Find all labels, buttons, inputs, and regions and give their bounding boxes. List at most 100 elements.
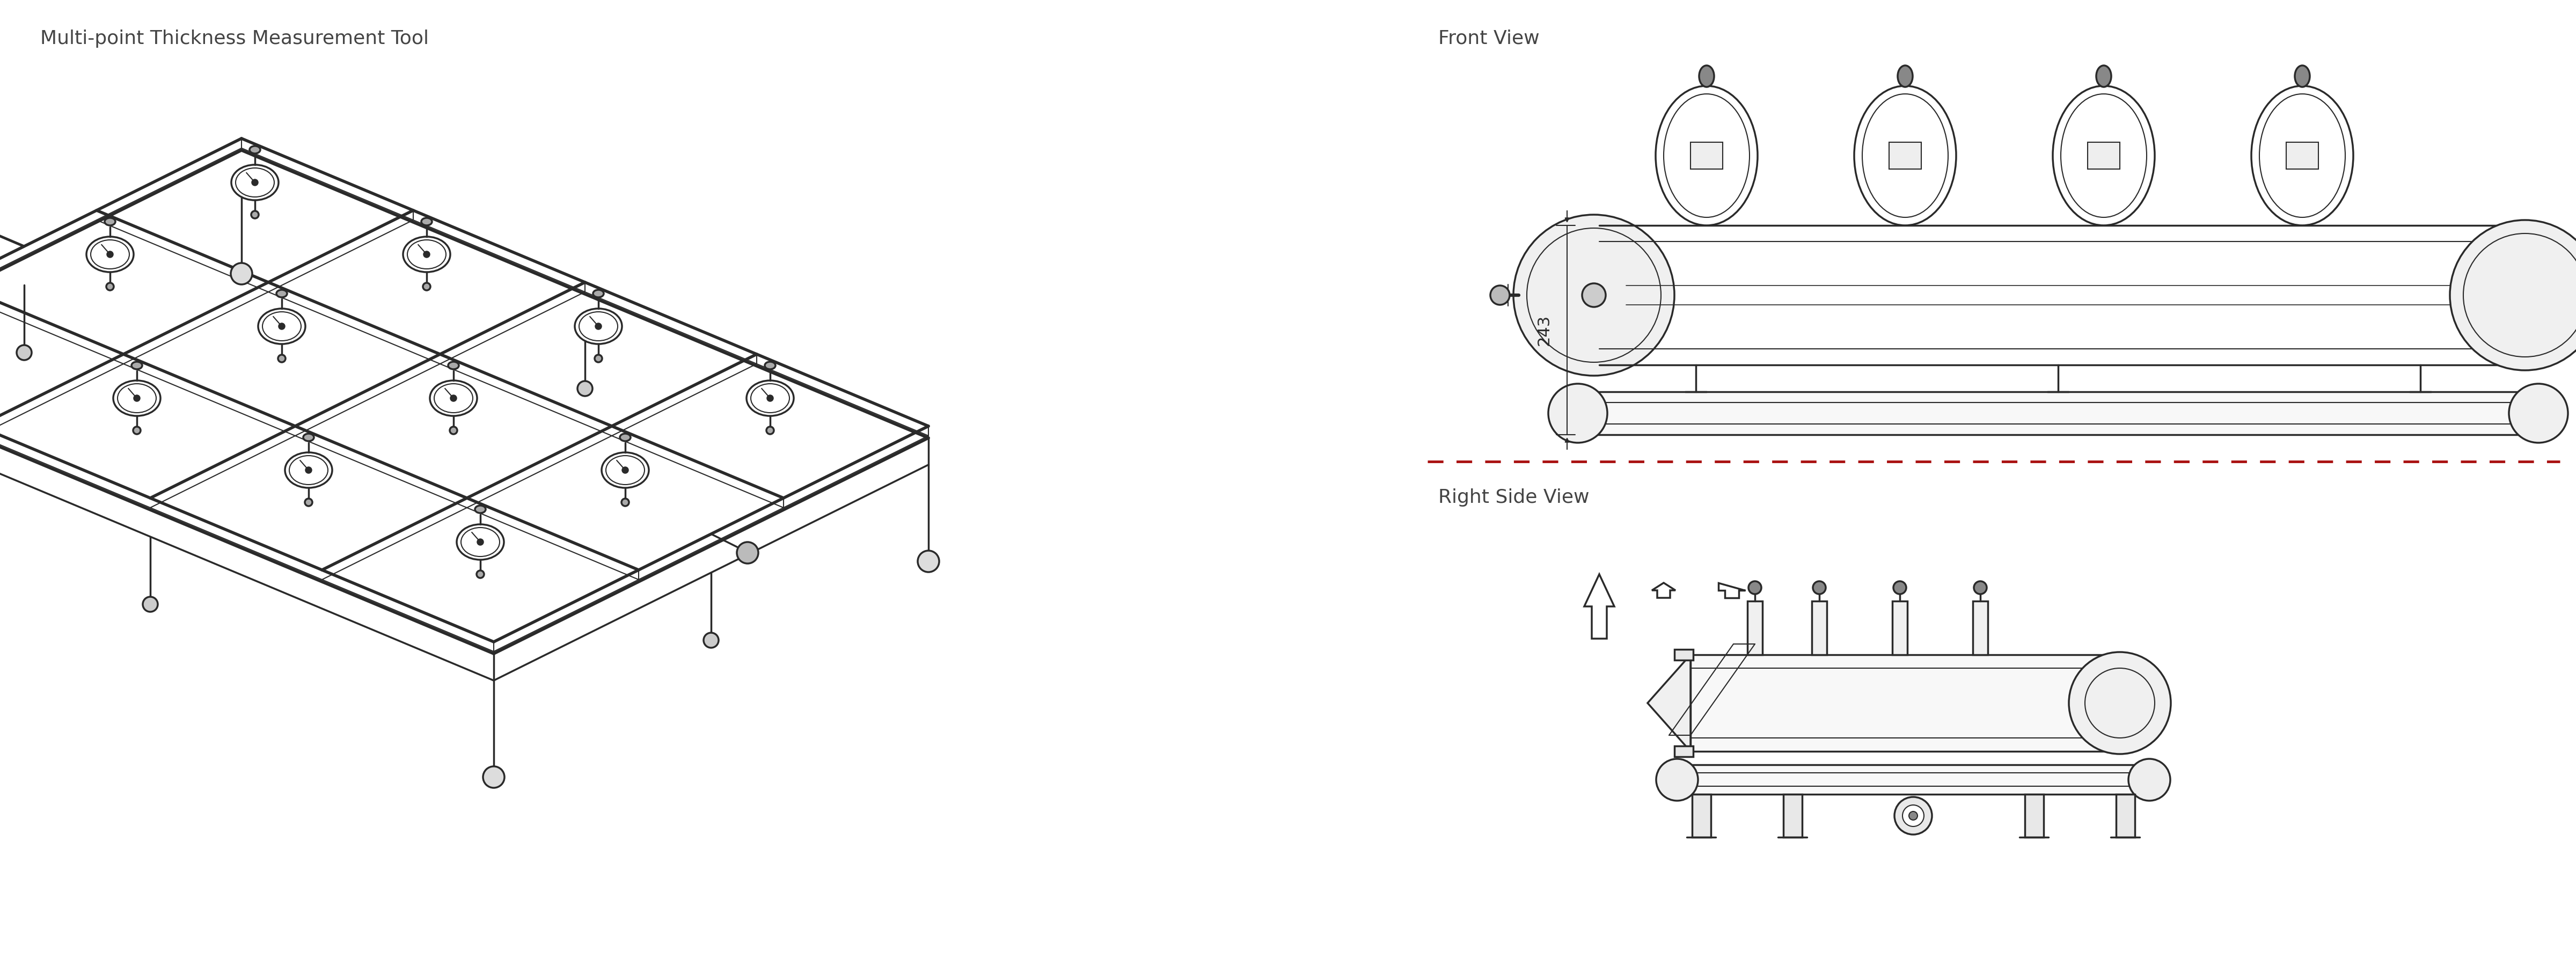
Ellipse shape (304, 434, 314, 441)
Bar (1690, 655, 2110, 752)
Ellipse shape (474, 505, 487, 513)
Ellipse shape (286, 452, 332, 488)
Circle shape (768, 427, 773, 434)
Circle shape (252, 211, 258, 218)
Circle shape (252, 180, 258, 185)
Circle shape (477, 539, 484, 545)
Ellipse shape (258, 308, 307, 344)
Circle shape (1814, 582, 1826, 594)
Ellipse shape (1656, 86, 1757, 225)
Circle shape (142, 597, 157, 611)
Ellipse shape (250, 146, 260, 154)
Ellipse shape (232, 165, 278, 200)
Bar (1973, 601, 1989, 655)
Bar (1692, 794, 1710, 838)
Ellipse shape (621, 434, 631, 441)
Ellipse shape (456, 525, 505, 559)
Ellipse shape (747, 381, 793, 416)
Circle shape (134, 427, 142, 434)
Circle shape (108, 252, 113, 257)
Circle shape (621, 498, 629, 506)
Ellipse shape (2251, 86, 2354, 225)
Circle shape (1973, 582, 1986, 594)
Circle shape (232, 263, 252, 284)
Circle shape (768, 395, 773, 401)
Bar (1893, 601, 1906, 655)
Circle shape (1909, 811, 1917, 820)
Ellipse shape (422, 218, 433, 225)
Bar (2115, 794, 2136, 838)
Ellipse shape (448, 361, 459, 369)
Ellipse shape (2053, 86, 2154, 225)
Text: 243: 243 (1535, 314, 1551, 346)
Circle shape (451, 427, 459, 434)
Ellipse shape (1899, 66, 1911, 87)
Circle shape (595, 355, 603, 362)
Bar (1674, 649, 1692, 660)
Circle shape (595, 324, 600, 329)
Polygon shape (1651, 582, 1674, 598)
Circle shape (623, 468, 629, 472)
Bar (2287, 142, 2318, 169)
Circle shape (477, 571, 484, 578)
Bar (1690, 142, 1723, 169)
Circle shape (451, 395, 456, 401)
Text: Multi-point Thickness Measurement Tool: Multi-point Thickness Measurement Tool (41, 30, 428, 47)
Ellipse shape (402, 237, 451, 272)
Circle shape (737, 542, 757, 563)
Bar (1685, 765, 2141, 794)
Circle shape (2450, 220, 2576, 370)
Ellipse shape (113, 381, 160, 416)
Polygon shape (1718, 582, 1747, 598)
Circle shape (15, 345, 31, 360)
Bar (1674, 746, 1692, 756)
Ellipse shape (574, 308, 621, 344)
Circle shape (484, 766, 505, 788)
Ellipse shape (1855, 86, 1955, 225)
Text: Front View: Front View (1437, 30, 1540, 47)
Bar (1783, 794, 1803, 838)
Ellipse shape (430, 381, 477, 416)
Circle shape (2069, 652, 2172, 754)
Bar (1888, 142, 1922, 169)
Text: Right Side View: Right Side View (1437, 489, 1589, 506)
Ellipse shape (88, 237, 134, 272)
Circle shape (917, 551, 940, 572)
Circle shape (1582, 283, 1605, 307)
Ellipse shape (2295, 66, 2311, 87)
Ellipse shape (276, 290, 286, 298)
Circle shape (106, 283, 113, 291)
Circle shape (278, 324, 283, 329)
Circle shape (425, 252, 430, 257)
Ellipse shape (2097, 66, 2112, 87)
Ellipse shape (106, 218, 116, 225)
Bar (1584, 392, 2532, 435)
Ellipse shape (131, 361, 142, 369)
Circle shape (1893, 582, 1906, 594)
Circle shape (2509, 384, 2568, 442)
Circle shape (1656, 759, 1698, 801)
Circle shape (134, 395, 139, 401)
Circle shape (304, 498, 312, 506)
Ellipse shape (765, 361, 775, 369)
Circle shape (1749, 582, 1762, 594)
Ellipse shape (603, 452, 649, 488)
Ellipse shape (592, 290, 603, 298)
Circle shape (577, 381, 592, 396)
Bar (1811, 601, 1826, 655)
Circle shape (1548, 384, 1607, 442)
Ellipse shape (1700, 66, 1713, 87)
Bar (2025, 794, 2043, 838)
Circle shape (1904, 805, 1924, 827)
Circle shape (307, 468, 312, 472)
Polygon shape (1584, 574, 1615, 639)
Circle shape (422, 283, 430, 291)
Bar (2087, 142, 2120, 169)
Circle shape (1893, 797, 1932, 835)
Circle shape (278, 355, 286, 362)
Circle shape (703, 633, 719, 648)
Circle shape (1515, 214, 1674, 376)
Polygon shape (1649, 655, 1690, 752)
Bar (1747, 601, 1762, 655)
Circle shape (1492, 286, 1510, 305)
